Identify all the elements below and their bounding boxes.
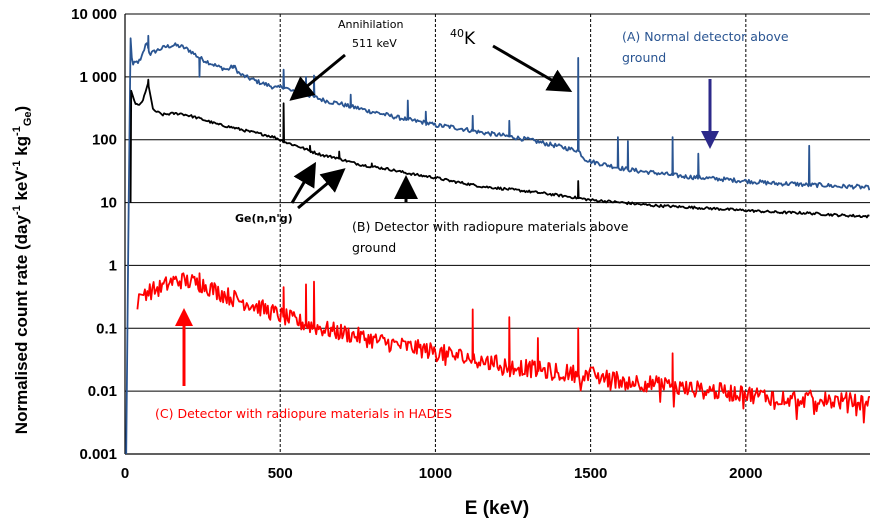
y-axis-title-sup1: -1 — [11, 205, 23, 215]
y-axis-title-sup2: -1 — [11, 160, 23, 170]
annihilation-arrow — [289, 53, 346, 101]
series-line-2 — [129, 78, 870, 219]
k40-label-main: K — [464, 29, 476, 49]
x-tick-label: 1000 — [419, 465, 452, 482]
annihilation-label-line2: 511 keV — [352, 37, 397, 50]
k40-label-sup: 40 — [450, 27, 464, 40]
y-axis-title-mid1: keV — [12, 170, 31, 206]
annotations: Annihilation 511 keV 40K Ge(n,n'g) (A) N… — [155, 18, 789, 421]
label-b-line2: ground — [352, 240, 396, 255]
y-tick-labels: 0.001 0.01 0.1 1 10 100 1 000 10 000 — [71, 6, 117, 463]
label-c: (C) Detector with radiopure materials in… — [155, 406, 452, 421]
label-b-line1: (B) Detector with radiopure materials ab… — [352, 219, 629, 234]
annihilation-label-line1: Annihilation — [338, 18, 403, 31]
x-tick-labels: 0 500 1000 1500 2000 — [121, 465, 763, 482]
y-axis-title-sup3: -1 — [11, 126, 23, 136]
y-tick-label: 0.01 — [88, 383, 117, 400]
label-a-line1: (A) Normal detector above — [622, 29, 789, 44]
x-tick-label: 2000 — [729, 465, 762, 482]
y-tick-label: 1 — [109, 257, 117, 274]
x-tick-label: 1500 — [574, 465, 607, 482]
y-tick-label: 0.001 — [79, 446, 117, 463]
y-tick-label: 1 000 — [79, 69, 117, 86]
y-axis-title-mid2: kg — [12, 136, 31, 161]
y-tick-label: 100 — [92, 132, 117, 149]
x-tick-label: 500 — [268, 465, 293, 482]
grid-lines — [125, 13, 870, 454]
y-tick-label: 10 000 — [71, 6, 117, 23]
y-axis-title: Normalised count rate (day-1 keV-1 kg-1G… — [11, 106, 34, 434]
ge-nng-label: Ge(n,n'g) — [235, 212, 293, 225]
ge-arrow-2 — [297, 168, 346, 210]
series-line-3 — [136, 272, 870, 424]
y-axis-title-sub: Ge — [22, 111, 34, 126]
y-tick-label: 0.1 — [96, 320, 117, 337]
y-axis-title-main: Normalised count rate (day — [12, 215, 31, 435]
x-axis-title: E (keV) — [465, 498, 529, 519]
series-line-1 — [125, 34, 870, 454]
axes — [124, 14, 870, 455]
ge-arrow-1 — [290, 161, 317, 204]
y-tick-label: 10 — [100, 195, 117, 212]
x-tick-label: 0 — [121, 465, 129, 482]
k40-label: 40K — [450, 27, 476, 49]
k40-arrow — [492, 44, 573, 93]
y-axis-title-end: ) — [12, 106, 31, 112]
label-a-line2: ground — [622, 50, 666, 65]
series-layer — [125, 34, 870, 454]
